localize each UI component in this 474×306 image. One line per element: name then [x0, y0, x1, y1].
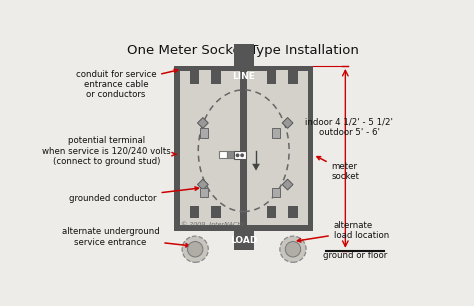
Bar — [227, 151, 235, 159]
Bar — [219, 151, 227, 159]
Text: ground or floor: ground or floor — [323, 251, 387, 260]
Circle shape — [236, 153, 239, 157]
Bar — [180, 71, 308, 226]
Bar — [272, 188, 280, 197]
Bar — [234, 44, 254, 66]
Text: grounded conductor: grounded conductor — [69, 187, 199, 203]
Bar — [190, 71, 220, 84]
Bar — [267, 71, 298, 84]
Bar — [200, 188, 208, 197]
Text: alternate
load location: alternate load location — [297, 221, 389, 242]
Bar — [276, 70, 288, 85]
Bar — [240, 71, 247, 226]
Bar — [234, 151, 246, 159]
Circle shape — [182, 236, 208, 262]
Text: LOAD: LOAD — [230, 236, 257, 245]
Polygon shape — [198, 118, 208, 128]
Polygon shape — [282, 179, 293, 190]
Bar — [199, 205, 211, 220]
Bar — [174, 66, 313, 231]
Text: One Meter Socket Type Installation: One Meter Socket Type Installation — [127, 44, 359, 58]
Bar — [190, 206, 220, 218]
Text: meter
socket: meter socket — [317, 157, 359, 181]
Bar — [199, 70, 211, 85]
Text: alternate underground
service entrance: alternate underground service entrance — [62, 227, 189, 247]
Circle shape — [188, 241, 203, 257]
Bar — [272, 128, 280, 138]
Circle shape — [285, 241, 301, 257]
Circle shape — [280, 236, 306, 262]
Polygon shape — [198, 179, 208, 190]
Text: potential terminal
when service is 120/240 volts
(connect to ground stud): potential terminal when service is 120/2… — [42, 136, 177, 166]
Text: conduit for service
entrance cable
or conductors: conduit for service entrance cable or co… — [75, 69, 178, 99]
Text: © 2009, InterNACHI: © 2009, InterNACHI — [182, 222, 244, 227]
Bar — [276, 205, 288, 220]
Polygon shape — [282, 118, 293, 128]
Bar — [234, 231, 254, 250]
Text: LINE: LINE — [232, 72, 255, 81]
Polygon shape — [252, 164, 260, 171]
Circle shape — [240, 153, 244, 157]
Bar — [200, 128, 208, 138]
Text: indoor 4 1/2' - 5 1/2'
outdoor 5' - 6': indoor 4 1/2' - 5 1/2' outdoor 5' - 6' — [305, 118, 393, 137]
Bar — [267, 206, 298, 218]
